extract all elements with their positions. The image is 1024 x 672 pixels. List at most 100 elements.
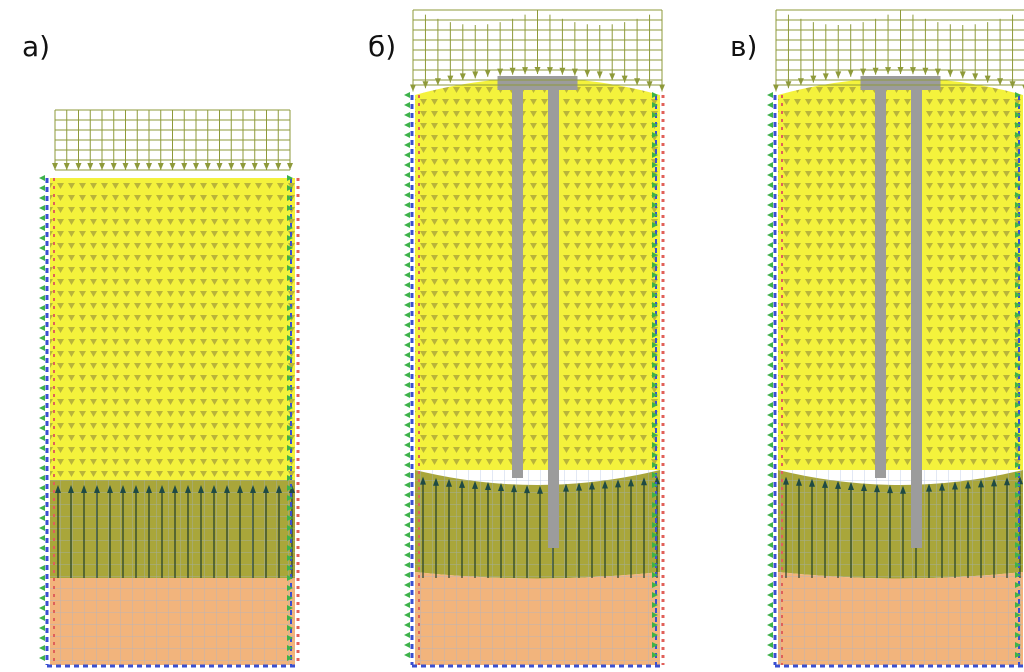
support-mark bbox=[39, 435, 45, 441]
pile bbox=[512, 78, 523, 478]
support-mark bbox=[767, 312, 773, 318]
support-mark bbox=[404, 552, 410, 558]
load-arrow bbox=[960, 71, 966, 78]
support-mark bbox=[404, 302, 410, 308]
support-mark bbox=[767, 92, 773, 98]
panel-label: б) bbox=[368, 30, 396, 63]
support-mark bbox=[404, 162, 410, 168]
support-mark bbox=[767, 122, 773, 128]
support-mark bbox=[404, 322, 410, 328]
load-arrow bbox=[228, 163, 234, 170]
load-arrow bbox=[64, 163, 70, 170]
support-mark bbox=[404, 272, 410, 278]
support-mark bbox=[767, 632, 773, 638]
support-mark bbox=[404, 542, 410, 548]
soil-layer-top bbox=[778, 78, 1023, 470]
support-mark bbox=[39, 455, 45, 461]
panel-label: а) bbox=[22, 30, 50, 63]
support-mark bbox=[404, 612, 410, 618]
support-mark bbox=[767, 272, 773, 278]
support-mark bbox=[39, 205, 45, 211]
support-mark bbox=[404, 462, 410, 468]
load-arrow bbox=[922, 68, 928, 75]
soil-layer-top bbox=[50, 178, 295, 480]
support-mark bbox=[404, 592, 410, 598]
support-mark bbox=[404, 572, 410, 578]
support-mark bbox=[404, 392, 410, 398]
support-mark bbox=[39, 655, 45, 661]
support-mark bbox=[767, 612, 773, 618]
support-mark bbox=[767, 252, 773, 258]
support-mark bbox=[767, 302, 773, 308]
support-mark bbox=[39, 225, 45, 231]
support-mark bbox=[39, 295, 45, 301]
support-mark bbox=[39, 285, 45, 291]
mesh bbox=[50, 480, 295, 665]
support-mark bbox=[404, 422, 410, 428]
support-mark bbox=[404, 502, 410, 508]
load-arrow bbox=[76, 163, 82, 170]
support-mark bbox=[39, 485, 45, 491]
support-mark bbox=[767, 442, 773, 448]
model-panel bbox=[767, 10, 1024, 666]
support-mark bbox=[39, 555, 45, 561]
load-arrow bbox=[170, 163, 176, 170]
support-mark bbox=[767, 512, 773, 518]
support-mark bbox=[404, 472, 410, 478]
support-mark bbox=[767, 462, 773, 468]
mesh bbox=[778, 470, 1023, 665]
support-mark bbox=[767, 452, 773, 458]
support-mark bbox=[404, 122, 410, 128]
load-arrow bbox=[158, 163, 164, 170]
support-mark bbox=[767, 412, 773, 418]
support-mark bbox=[404, 652, 410, 658]
load-arrow bbox=[584, 70, 590, 77]
load-arrow bbox=[111, 163, 117, 170]
load-arrow bbox=[134, 163, 140, 170]
support-mark bbox=[767, 392, 773, 398]
support-mark bbox=[39, 195, 45, 201]
support-mark bbox=[767, 502, 773, 508]
support-mark bbox=[767, 222, 773, 228]
load-arrow bbox=[522, 67, 528, 74]
support-mark bbox=[39, 615, 45, 621]
load-arrow bbox=[773, 85, 779, 92]
support-mark bbox=[404, 232, 410, 238]
support-mark bbox=[39, 405, 45, 411]
support-mark bbox=[404, 372, 410, 378]
load-arrow bbox=[798, 78, 804, 85]
support-mark bbox=[39, 315, 45, 321]
support-mark bbox=[404, 522, 410, 528]
support-mark bbox=[767, 262, 773, 268]
support-mark bbox=[404, 492, 410, 498]
support-mark bbox=[39, 215, 45, 221]
support-mark bbox=[404, 352, 410, 358]
support-mark bbox=[404, 132, 410, 138]
load-arrow bbox=[597, 71, 603, 78]
support-mark bbox=[404, 622, 410, 628]
support-mark bbox=[39, 645, 45, 651]
support-mark bbox=[39, 355, 45, 361]
model-panel bbox=[39, 110, 298, 666]
support-mark bbox=[39, 275, 45, 281]
load-arrow bbox=[123, 163, 129, 170]
support-mark bbox=[39, 525, 45, 531]
load-arrow bbox=[460, 73, 466, 80]
support-mark bbox=[404, 172, 410, 178]
support-mark bbox=[767, 572, 773, 578]
support-mark bbox=[39, 585, 45, 591]
support-mark bbox=[767, 342, 773, 348]
support-mark bbox=[39, 365, 45, 371]
pile-cap bbox=[498, 76, 578, 90]
support-mark bbox=[767, 212, 773, 218]
support-mark bbox=[404, 262, 410, 268]
load-arrow bbox=[823, 73, 829, 80]
support-mark bbox=[39, 325, 45, 331]
support-mark bbox=[404, 482, 410, 488]
support-mark bbox=[39, 605, 45, 611]
support-mark bbox=[404, 532, 410, 538]
support-mark bbox=[404, 292, 410, 298]
support-mark bbox=[404, 182, 410, 188]
support-mark bbox=[767, 202, 773, 208]
support-mark bbox=[767, 562, 773, 568]
